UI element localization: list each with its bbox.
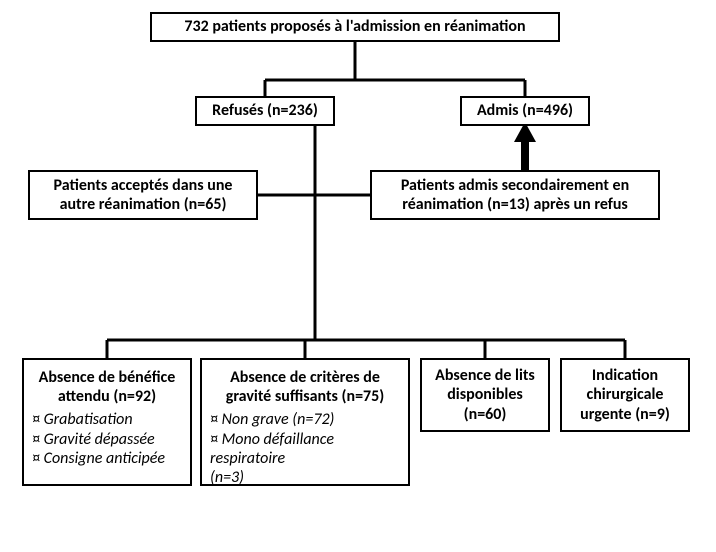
node-reason-no-severity: Absence de critères de gravité suffisant… [200,358,410,486]
reason4-title2: chirurgicale [587,385,664,404]
root-label: 732 patients proposés à l'admission en r… [184,17,525,36]
reason4-title3: urgente (n=9) [580,405,670,424]
secondary-line2: réanimation (n=13) après un refus [402,195,628,214]
reason3-title1: Absence de lits [435,366,535,385]
other-icu-line1: Patients acceptés dans une [54,176,233,195]
reason2-sub-0: ¤ Non grave (n=72) [210,410,400,429]
reason3-title3: (n=60) [464,405,507,424]
reason1-sub-1: ¤ Gravité dépassée [32,430,182,449]
reason3-title2: disponibles [447,385,523,404]
reason1-sub: ¤ Grabatisation ¤ Gravité dépassée ¤ Con… [32,410,182,468]
reason2-sub-2: (n=3) [210,468,400,487]
node-reason-no-beds: Absence de lits disponibles (n=60) [420,358,550,432]
reason2-title1: Absence de critères de [230,368,380,387]
reason2-sub: ¤ Non grave (n=72) ¤ Mono défaillance re… [210,410,400,487]
reason1-sub-0: ¤ Grabatisation [32,410,182,429]
node-admitted: Admis (n=496) [460,96,590,126]
node-refused: Refusés (n=236) [195,96,335,126]
node-secondary-admit: Patients admis secondairement en réanima… [370,170,660,220]
secondary-line1: Patients admis secondairement en [401,176,629,195]
reason1-title2: attendu (n=92) [58,387,156,406]
reason1-sub-2: ¤ Consigne anticipée [32,449,182,468]
node-root: 732 patients proposés à l'admission en r… [150,12,560,42]
reason4-title1: Indication [592,366,658,385]
node-reason-no-benefit: Absence de bénéfice attendu (n=92) ¤ Gra… [22,358,192,486]
reason1-title1: Absence de bénéfice [39,368,176,387]
refused-label: Refusés (n=236) [212,101,318,120]
reason2-sub-1: ¤ Mono défaillance respiratoire [210,430,400,468]
other-icu-line2: autre réanimation (n=65) [60,195,227,214]
node-reason-surgical: Indication chirurgicale urgente (n=9) [560,358,690,432]
admitted-label: Admis (n=496) [477,101,573,120]
node-other-icu: Patients acceptés dans une autre réanima… [28,170,258,220]
reason2-title2: gravité suffisants (n=75) [226,387,385,406]
